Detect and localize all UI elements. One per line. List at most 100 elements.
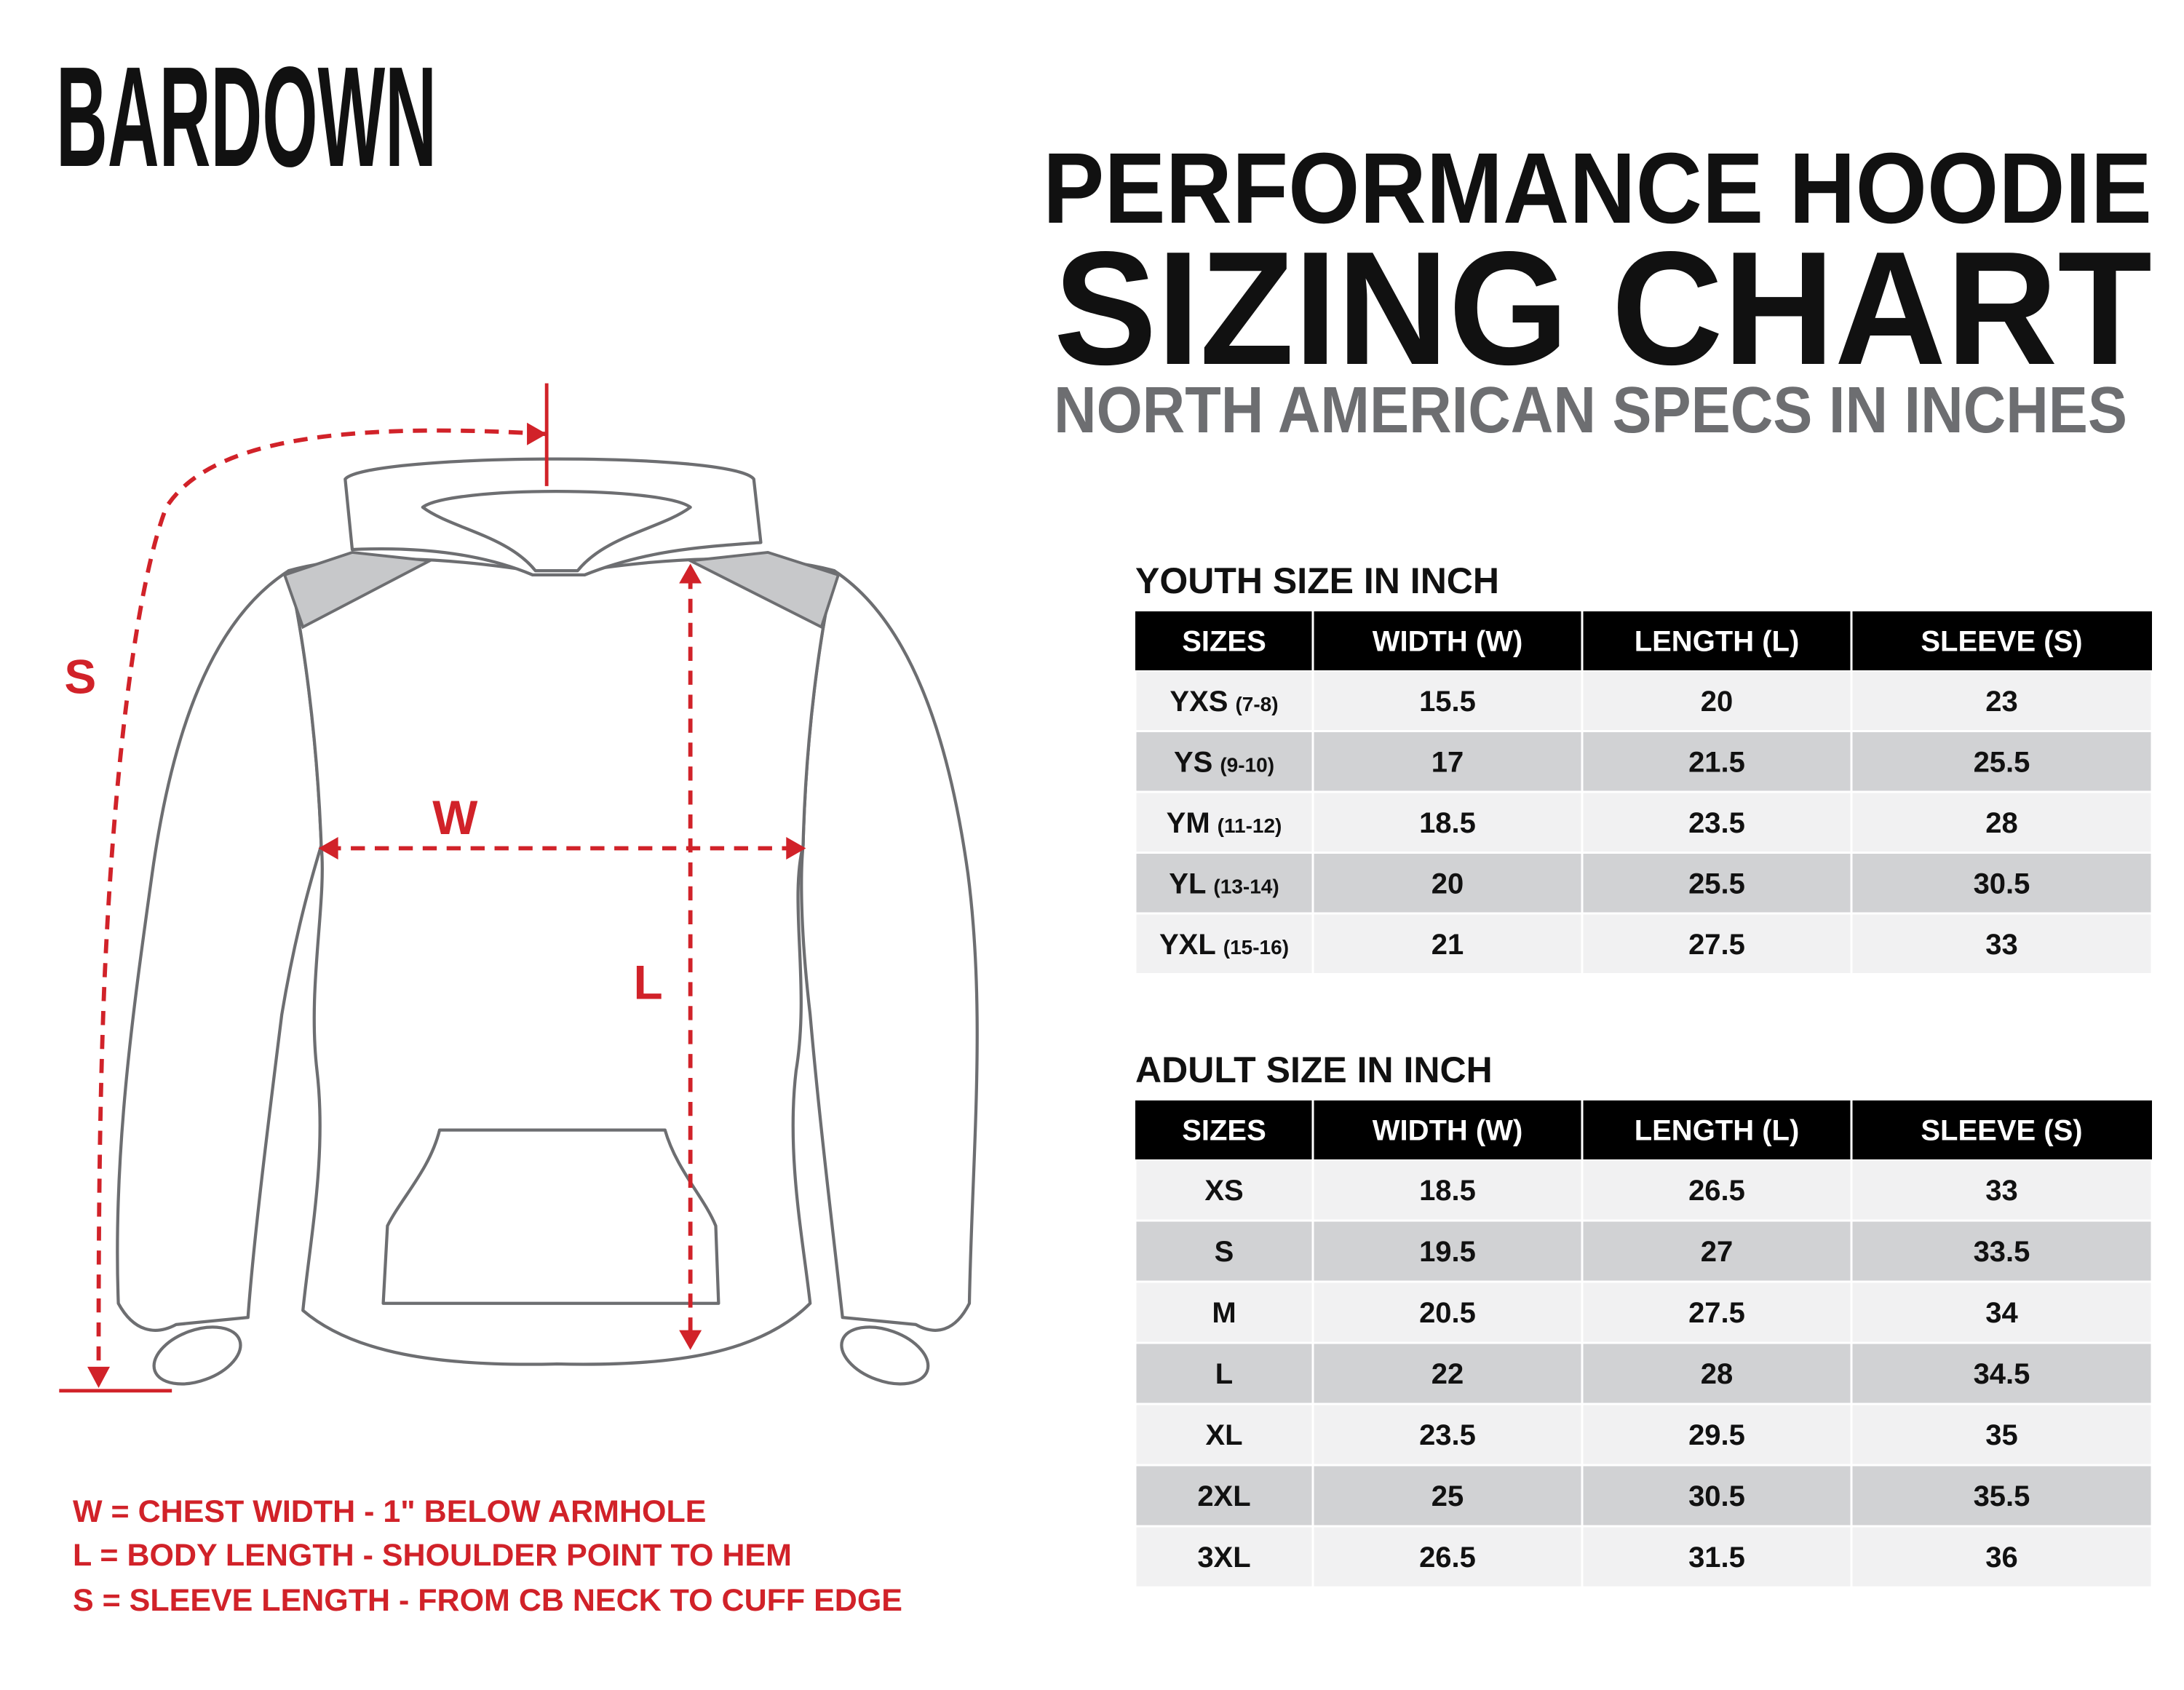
size-age: (7-8): [1235, 693, 1278, 715]
size-cell: YM (11-12): [1167, 807, 1282, 839]
size-cell: YXL (15-16): [1159, 929, 1289, 961]
size-code: YM: [1167, 807, 1210, 839]
table-cell-bg: [1583, 914, 1851, 973]
header-cell: SLEEVE (S): [1921, 1115, 2082, 1147]
table-cell-bg: [1852, 1282, 2151, 1342]
value-cell: 34: [1985, 1297, 2018, 1329]
value-cell: 15.5: [1419, 686, 1476, 718]
table-cell-bg: [1583, 1160, 1851, 1220]
size-code: YS: [1174, 746, 1212, 778]
legend-line: S = SLEEVE LENGTH - FROM CB NECK TO CUFF…: [73, 1583, 902, 1618]
value-cell: 33: [1985, 1175, 2018, 1207]
size-cell: S: [1215, 1236, 1234, 1268]
table-cell-bg: [1136, 1466, 1312, 1526]
table-cell-bg: [1583, 671, 1851, 730]
table-cell-bg: [1314, 1466, 1581, 1526]
table-cell-bg: [1314, 1160, 1581, 1220]
hood-opening: [421, 490, 692, 573]
table-cell-bg: [1583, 1527, 1851, 1587]
table-cell-bg: [1852, 793, 2151, 852]
table-cell-bg: [1852, 854, 2151, 913]
size-code: YL: [1169, 868, 1206, 900]
table-cell-bg: [1314, 914, 1581, 973]
header-cell: SLEEVE (S): [1921, 626, 2082, 658]
table-cell-bg: [1136, 1405, 1312, 1464]
table-cell-bg: [1314, 1344, 1581, 1403]
value-cell: 33.5: [1974, 1236, 2030, 1268]
arrow-head: [527, 422, 547, 445]
title-line-1: PERFORMANCE HOODIE: [1043, 132, 2152, 245]
value-cell: 21.5: [1688, 746, 1745, 778]
value-cell: 27.5: [1688, 1297, 1745, 1329]
table-cell-bg: [1136, 1221, 1312, 1281]
w-label: W: [432, 790, 478, 844]
header-cell: SIZES: [1182, 626, 1266, 658]
arrow-head: [318, 836, 338, 860]
table-cell-bg: [1852, 1527, 2151, 1587]
table-header-bg: [1135, 611, 2152, 670]
table-heading: YOUTH SIZE IN INCH: [1135, 560, 1499, 601]
value-cell: 33: [1985, 929, 2018, 961]
value-cell: 36: [1985, 1542, 2018, 1574]
size-age: (11-12): [1218, 814, 1282, 837]
value-cell: 29.5: [1688, 1419, 1745, 1451]
table-cell-bg: [1852, 671, 2151, 730]
right-sleeve: [800, 568, 979, 1332]
table-cell-bg: [1583, 1405, 1851, 1464]
table-cell-bg: [1314, 732, 1581, 791]
table-cell-bg: [1583, 1282, 1851, 1342]
value-cell: 23.5: [1688, 807, 1745, 839]
value-cell: 20.5: [1419, 1297, 1476, 1329]
value-cell: 25: [1431, 1480, 1464, 1512]
value-cell: 35: [1985, 1419, 2018, 1451]
table-cell-bg: [1852, 732, 2151, 791]
pocket: [381, 1128, 720, 1305]
subtitle: NORTH AMERICAN SPECS IN INCHES: [1054, 374, 2127, 447]
value-cell: 18.5: [1419, 807, 1476, 839]
size-cell: XL: [1205, 1419, 1242, 1451]
table-cell-bg: [1583, 1221, 1851, 1281]
table-cell-bg: [1136, 793, 1312, 852]
arrow-head: [87, 1366, 111, 1388]
value-cell: 20: [1701, 686, 1734, 718]
table-cell-bg: [1314, 1221, 1581, 1281]
table-cell-bg: [1852, 1405, 2151, 1464]
value-cell: 25.5: [1688, 868, 1745, 900]
table-cell-bg: [1314, 671, 1581, 730]
table-cell-bg: [1583, 1466, 1851, 1526]
header-cell: LENGTH (L): [1635, 1115, 1800, 1147]
table-cell-bg: [1136, 854, 1312, 913]
size-cell: XS: [1204, 1175, 1243, 1207]
table-cell-bg: [1136, 732, 1312, 791]
table-cell-bg: [1852, 914, 2151, 973]
table-cell-bg: [1136, 1160, 1312, 1220]
table-cell-bg: [1583, 854, 1851, 913]
l-label: L: [633, 956, 662, 1009]
value-cell: 30.5: [1974, 868, 2030, 900]
legend-line: L = BODY LENGTH - SHOULDER POINT TO HEM: [73, 1538, 792, 1573]
size-code: YXL: [1159, 929, 1216, 961]
table-cell-bg: [1852, 1466, 2151, 1526]
table-cell-bg: [1583, 732, 1851, 791]
value-cell: 22: [1431, 1358, 1464, 1390]
value-cell: 23.5: [1419, 1419, 1476, 1451]
right-shoulder-panel: [685, 550, 841, 630]
size-age: (15-16): [1223, 936, 1289, 959]
arrow-head: [679, 563, 702, 584]
table-cell-bg: [1136, 1344, 1312, 1403]
value-cell: 20: [1431, 868, 1464, 900]
size-code: YXS: [1170, 686, 1228, 718]
right-cuff: [840, 1325, 930, 1386]
left-sleeve: [116, 568, 323, 1332]
size-cell: 3XL: [1197, 1542, 1250, 1574]
header-cell: WIDTH (W): [1373, 1115, 1523, 1147]
table-cell-bg: [1583, 1344, 1851, 1403]
size-cell: YS (9-10): [1174, 746, 1274, 778]
value-cell: 35.5: [1974, 1480, 2030, 1512]
table-cell-bg: [1314, 854, 1581, 913]
header-cell: SIZES: [1182, 1115, 1266, 1147]
size-cell: M: [1212, 1297, 1236, 1329]
value-cell: 27: [1701, 1236, 1734, 1268]
